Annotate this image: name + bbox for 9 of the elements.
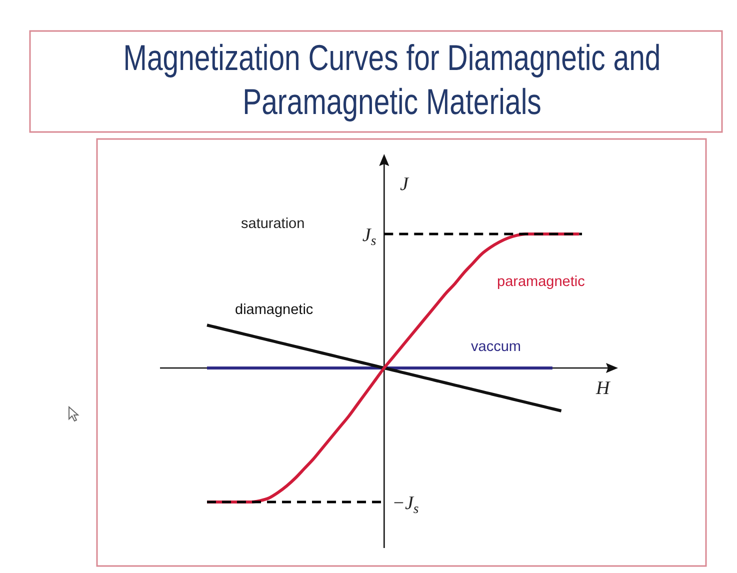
ref-line-label: J$_{s}$ [362,225,376,248]
ref-line-label: −J$_{s}$ [392,493,419,516]
series-label: vaccum [471,339,521,355]
series-label: paramagnetic [497,274,585,290]
text: saturation [241,216,305,232]
y-axis-title: J [400,174,410,195]
series-label: diamagnetic [235,302,314,318]
chart-title: Magnetization Curves for Diamagnetic and Paramagnetic Materials [123,38,661,122]
x-axis-title: H [595,378,611,399]
